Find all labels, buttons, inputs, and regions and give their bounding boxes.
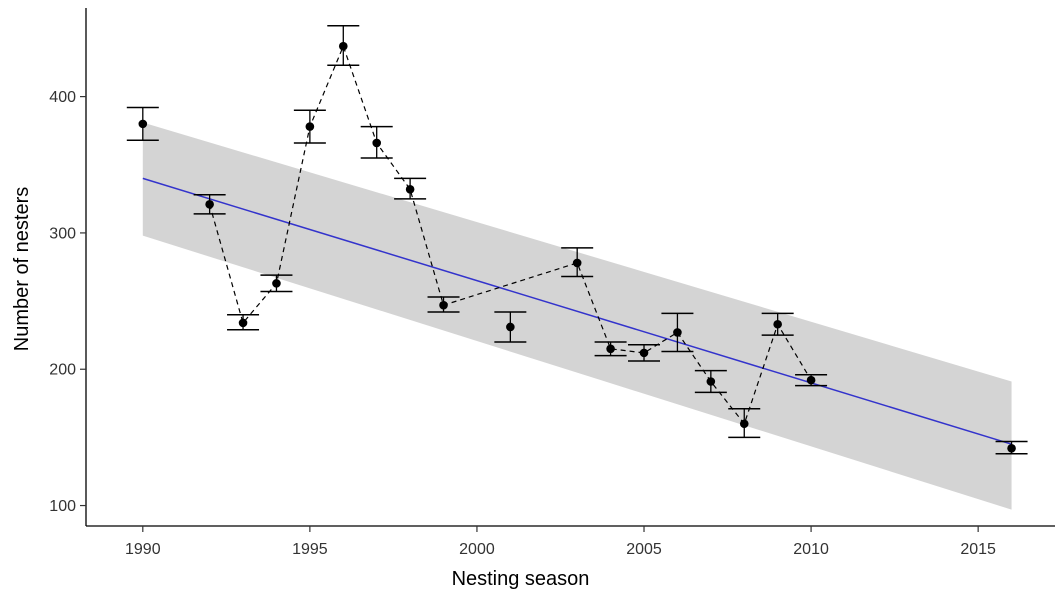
data-point	[338, 41, 348, 51]
connecting-line	[209, 44, 812, 426]
x-tick-label: 2005	[626, 541, 662, 558]
data-point	[372, 138, 382, 148]
data-point	[639, 348, 649, 358]
trend-line	[142, 177, 1012, 445]
data-point	[138, 119, 148, 129]
confidence-band	[142, 122, 1012, 510]
x-tick-label: 2000	[459, 541, 495, 558]
data-point	[773, 319, 782, 329]
data-point	[1007, 444, 1016, 453]
data-point	[806, 375, 816, 385]
x-tick-label: 2015	[960, 541, 996, 558]
y-tick-label: 200	[49, 362, 76, 379]
data-point	[305, 122, 315, 131]
data-point	[205, 199, 214, 209]
data-point	[238, 318, 248, 328]
data-point	[606, 344, 615, 354]
data-point	[673, 328, 682, 337]
data-point	[706, 377, 716, 386]
x-tick-label: 1990	[125, 541, 161, 558]
x-axis-title: Nesting season	[452, 568, 590, 590]
data-point	[272, 279, 281, 288]
data-point	[405, 185, 415, 194]
y-tick-label: 300	[49, 225, 76, 242]
x-tick-label: 1995	[292, 541, 328, 558]
x-tick-label: 2010	[793, 541, 829, 558]
y-tick-label: 400	[49, 89, 76, 106]
data-point	[506, 322, 515, 332]
data-point	[739, 419, 749, 429]
y-axis-title: Number of nesters	[11, 187, 33, 352]
data-point	[572, 258, 582, 268]
y-tick-label: 100	[49, 498, 76, 515]
data-point	[439, 300, 448, 310]
